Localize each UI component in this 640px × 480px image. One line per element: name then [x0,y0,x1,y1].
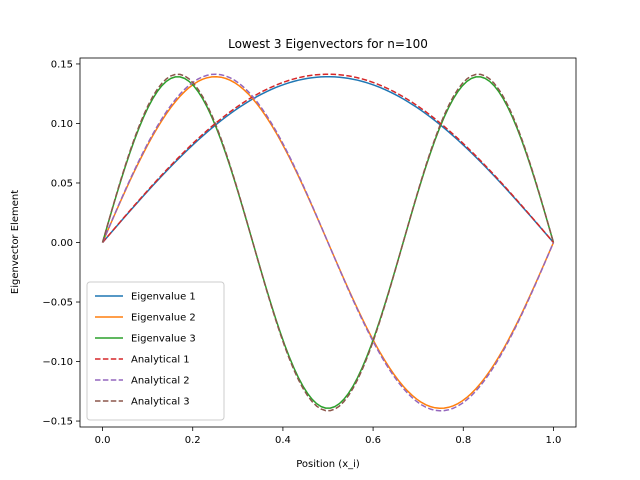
y-tick-label: 0.10 [51,119,73,130]
legend-label: Eigenvalue 1 [131,292,196,303]
y-tick-label: −0.05 [42,298,73,309]
x-tick-label: 1.0 [546,435,562,446]
legend-label: Analytical 2 [131,376,190,387]
legend-label: Analytical 3 [131,397,190,408]
series-line-1 [101,75,555,243]
y-tick-label: −0.15 [42,417,73,428]
chart-title: Lowest 3 Eigenvectors for n=100 [228,37,428,51]
legend: Eigenvalue 1 Eigenvalue 2 Eigenvalue 3 Anal… [86,281,225,421]
x-tick-label: 0.4 [275,435,291,446]
y-tick-label: 0.05 [51,178,73,189]
series-line-4 [101,73,555,243]
x-axis-label: Position (x_i) [296,459,360,470]
series-line-3 [101,76,555,409]
y-axis-label: Eigenvector Element [10,190,21,294]
x-axis: 0.0 0.2 0.4 0.6 0.8 1.0 [95,427,562,446]
x-tick-label: 0.0 [95,435,111,446]
x-tick-label: 0.2 [185,435,201,446]
x-tick-label: 0.6 [365,435,381,446]
y-tick-label: 0.00 [51,238,73,249]
x-tick-label: 0.8 [455,435,471,446]
y-tick-label: −0.10 [42,357,73,368]
series-line-5 [101,73,555,412]
legend-label: Eigenvalue 3 [131,334,196,345]
series-layer [101,73,555,412]
y-tick-label: 0.15 [51,59,73,70]
legend-label: Analytical 1 [131,355,190,366]
legend-label: Eigenvalue 2 [131,313,196,324]
y-axis: −0.15 −0.10 −0.05 0.00 0.05 0.10 0.15 [42,59,80,428]
